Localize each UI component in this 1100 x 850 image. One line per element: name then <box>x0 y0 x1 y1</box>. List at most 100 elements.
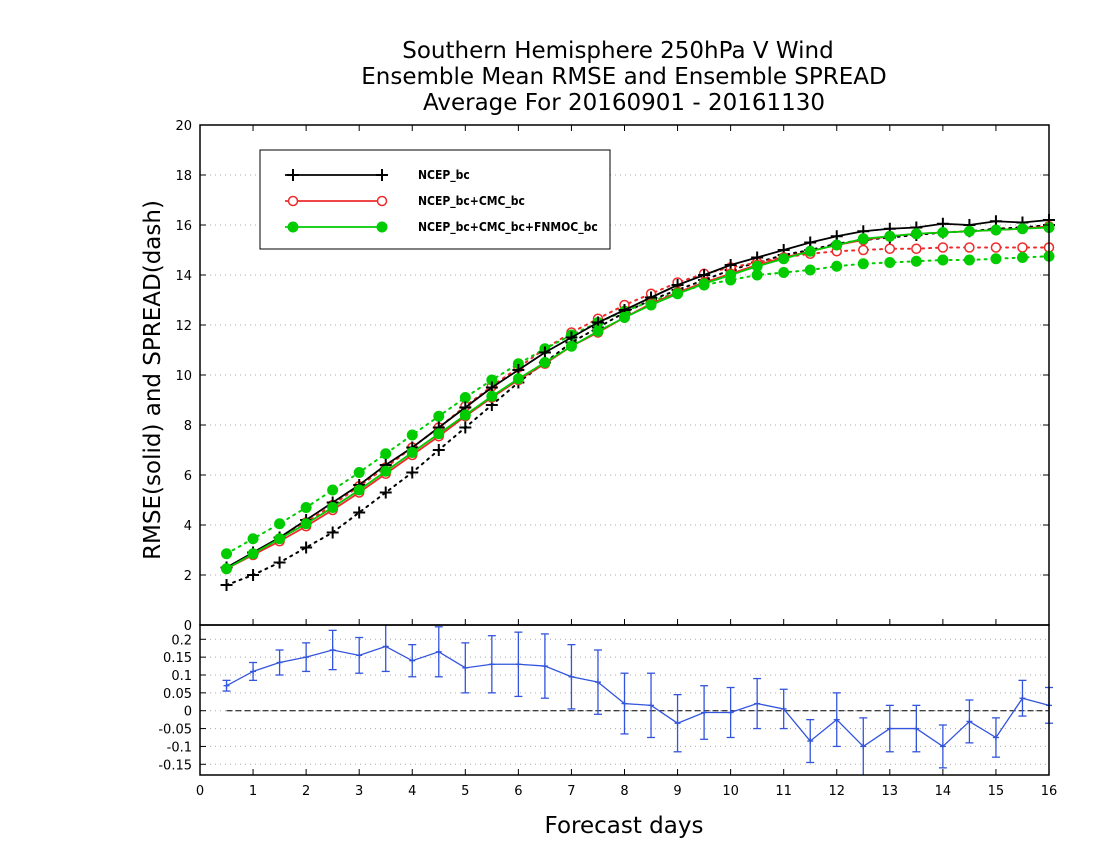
difference-point <box>409 657 416 664</box>
bottom-y-tick-label: 0.2 <box>171 633 192 648</box>
x-tick-label: 5 <box>461 784 469 799</box>
difference-point <box>462 664 469 671</box>
legend-label: NCEP_bc+CMC_bc+FNMOC_bc <box>418 220 598 235</box>
plus-marker <box>273 556 286 569</box>
bottom-panel-frame <box>199 624 1050 776</box>
filled-circle-marker <box>592 325 604 337</box>
difference-point <box>860 743 867 750</box>
difference-point <box>488 661 495 668</box>
legend-item-2: NCEP_bc+CMC_bc <box>285 194 525 209</box>
open-circle-marker <box>287 195 299 207</box>
difference-point <box>966 718 973 725</box>
bottom-panel-series <box>222 625 1053 775</box>
x-tick-label: 9 <box>673 784 681 799</box>
filled-circle-marker <box>512 373 524 385</box>
difference-point <box>1019 695 1026 702</box>
filled-circle-marker <box>327 502 339 513</box>
legend-item-3: NCEP_bc+CMC_bc+FNMOC_bc <box>285 220 598 235</box>
plus-marker <box>247 569 260 581</box>
filled-circle-marker <box>963 254 975 266</box>
filled-circle-marker <box>459 392 471 403</box>
series-2-spread-line <box>225 246 1050 570</box>
filled-circle-marker <box>990 253 1002 265</box>
x-tick-label: 15 <box>988 784 1005 799</box>
bottom-y-tick-label: 0 <box>184 705 192 720</box>
difference-point <box>727 709 734 716</box>
x-tick-label: 2 <box>302 784 310 799</box>
filled-circle-marker <box>1016 252 1028 263</box>
difference-line <box>226 645 1050 748</box>
open-circle-marker <box>884 243 896 254</box>
plus-marker <box>379 486 392 499</box>
filled-circle-marker <box>672 288 684 300</box>
filled-circle-marker <box>406 447 418 458</box>
x-tick-label: 14 <box>935 784 952 799</box>
filled-circle-marker <box>937 254 949 266</box>
filled-circle-marker <box>884 230 896 242</box>
filled-circle-marker <box>380 448 392 460</box>
filled-circle-marker <box>300 502 312 513</box>
filled-circle-marker <box>778 253 790 265</box>
bottom-y-tick-label: -0.1 <box>167 740 192 755</box>
plus-marker <box>300 541 313 554</box>
difference-point <box>913 725 920 732</box>
bottom-y-tick-label: -0.15 <box>158 758 192 773</box>
difference-point <box>250 668 257 675</box>
x-tick-label: 7 <box>567 784 575 799</box>
plus-marker <box>220 579 233 591</box>
filled-circle-marker <box>937 227 949 238</box>
chart-title-line-3: Average For 20160901 - 20161130 <box>423 90 825 116</box>
x-tick-label: 1 <box>249 784 257 799</box>
filled-circle-marker <box>778 267 790 278</box>
x-tick-label: 6 <box>514 784 522 799</box>
difference-point <box>674 720 681 727</box>
filled-circle-marker <box>831 239 843 251</box>
bottom-y-tick-label: 0.15 <box>163 651 192 666</box>
difference-point <box>515 661 522 668</box>
plus-marker <box>432 444 445 456</box>
top-y-tick-label: 16 <box>175 219 192 234</box>
filled-circle-marker <box>619 312 630 323</box>
filled-circle-marker <box>884 257 896 268</box>
filled-circle-marker <box>804 245 816 257</box>
bottom-y-tick-label: 0.05 <box>163 687 192 702</box>
filled-circle-marker <box>287 221 299 233</box>
filled-circle-marker <box>857 258 869 270</box>
difference-point <box>329 647 336 653</box>
x-tick-label: 8 <box>620 784 628 799</box>
filled-circle-marker <box>433 410 445 422</box>
filled-circle-marker <box>831 260 843 272</box>
plus-marker <box>406 466 419 479</box>
open-circle-marker <box>376 195 388 207</box>
y-axis-label: RMSE(solid) and SPREAD(dash) <box>140 200 166 560</box>
difference-point <box>780 705 787 712</box>
filled-circle-marker <box>565 340 577 352</box>
legend-label: NCEP_bc+CMC_bc <box>418 194 525 209</box>
x-axis-label: Forecast days <box>545 813 704 839</box>
difference-point <box>939 743 946 750</box>
filled-circle-marker <box>221 563 233 575</box>
filled-circle-marker <box>539 357 551 368</box>
difference-point <box>701 709 708 716</box>
series-3-spread-line <box>225 255 1050 555</box>
plus-marker <box>353 506 366 519</box>
plus-marker <box>459 421 472 434</box>
top-y-tick-label: 2 <box>184 569 192 584</box>
x-tick-label: 0 <box>196 784 204 799</box>
legend-item-1: NCEP_bc <box>285 168 470 183</box>
filled-circle-marker <box>645 299 657 311</box>
difference-point <box>594 679 601 686</box>
filled-circle-marker <box>963 225 975 237</box>
difference-point <box>223 682 230 689</box>
top-y-tick-label: 18 <box>175 169 192 184</box>
series-3-rmse-line <box>226 226 1050 570</box>
series-1-rmse-line <box>226 219 1050 569</box>
open-circle-marker <box>858 244 869 256</box>
plus-marker <box>287 169 299 181</box>
plus-marker <box>326 526 339 539</box>
legend-box <box>259 149 611 250</box>
open-circle-marker <box>937 242 949 253</box>
top-y-zero-label: 0 <box>184 619 192 634</box>
open-circle-marker <box>911 243 922 254</box>
